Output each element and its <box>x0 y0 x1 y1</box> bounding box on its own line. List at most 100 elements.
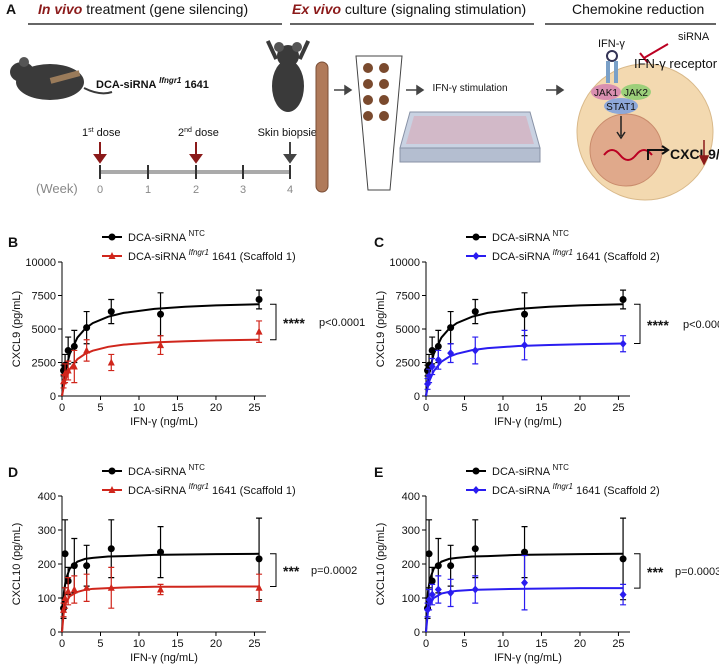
fit-curve <box>425 342 624 397</box>
y-axis-title: CXCL9 (pg/mL) <box>11 291 23 367</box>
timeline-ticks <box>99 165 291 179</box>
y-tick-label: 400 <box>402 491 420 503</box>
point <box>471 346 479 355</box>
flow-arrow <box>546 84 565 96</box>
legend-marker <box>472 233 480 241</box>
y-tick-label: 5000 <box>32 324 56 336</box>
point <box>447 562 455 570</box>
x-tick-label: 5 <box>461 638 467 650</box>
reduction-arrow <box>698 140 710 166</box>
legend-suffix: 1641 (Scaffold 1) <box>209 485 296 497</box>
legend-marker <box>108 467 116 475</box>
signal-arrow <box>616 116 626 140</box>
x-axis-title: IFN-γ (ng/mL) <box>130 416 198 428</box>
point <box>157 548 165 556</box>
x-tick-label: 10 <box>497 638 509 650</box>
legend-name: DCA-siRNA <box>492 251 553 263</box>
fit-curve <box>61 338 260 397</box>
point <box>619 339 627 348</box>
kinase-label: JAK2 <box>624 88 648 99</box>
point <box>83 346 91 354</box>
y-tick-label: 100 <box>38 593 56 605</box>
week: 1 <box>145 184 151 196</box>
flow-arrow <box>406 84 425 96</box>
point <box>521 548 529 556</box>
legend-sup: Ifngr1 <box>553 248 573 257</box>
point <box>428 590 436 599</box>
x-tick-label: 25 <box>248 402 260 414</box>
y-tick-label: 7500 <box>396 291 420 303</box>
point <box>70 562 78 570</box>
p-value: p=0.0002 <box>311 565 357 577</box>
skin-strip <box>315 61 329 193</box>
legend-sup: Ifngr1 <box>553 482 573 491</box>
treatment-sup: Ifngr1 <box>159 76 182 85</box>
legend-name: DCA-siRNA <box>492 485 553 497</box>
week-labels: 0 1 2 3 4 <box>97 184 293 196</box>
point <box>471 545 479 553</box>
point <box>83 324 91 332</box>
kinase-label: JAK1 <box>594 88 618 99</box>
y-axis-title: CXCL10 (pg/mL) <box>375 523 387 606</box>
legend-sup: NTC <box>553 463 570 472</box>
ligand-label: IFN-γ <box>598 38 625 50</box>
legend-suffix: 1641 (Scaffold 2) <box>573 485 660 497</box>
point <box>425 550 433 558</box>
point <box>425 371 433 380</box>
significance-bracket <box>270 303 277 341</box>
dose-label: 2nd dose <box>178 127 219 139</box>
point <box>471 585 479 594</box>
point <box>428 577 436 585</box>
y-axis-title: CXCL10 (pg/mL) <box>11 523 23 606</box>
y-tick-label: 5000 <box>396 324 420 336</box>
x-tick-label: 15 <box>171 638 183 650</box>
x-tick-label: 25 <box>612 402 624 414</box>
y-tick-label: 10000 <box>25 257 56 269</box>
significance-bracket <box>270 553 277 587</box>
dose-sup: st <box>88 127 94 134</box>
flow-arrow <box>334 84 353 96</box>
y-tick-label: 200 <box>402 559 420 571</box>
legend-name: DCA-siRNA <box>492 232 553 244</box>
point <box>255 583 263 591</box>
point <box>447 588 455 597</box>
point <box>83 583 91 591</box>
point <box>157 310 165 318</box>
week: 0 <box>97 184 103 196</box>
point <box>64 346 72 354</box>
treatment-name: DCA-siRNA <box>96 79 159 91</box>
point <box>107 583 115 591</box>
significance-bracket <box>634 303 641 344</box>
y-tick-label: 300 <box>38 525 56 537</box>
biopsy-arrow <box>283 142 297 164</box>
legend-entry: DCA-siRNA Ifngr1 1641 (Scaffold 1) <box>128 482 296 497</box>
section-em: Ex vivo <box>292 1 341 17</box>
legend-marker <box>108 233 116 241</box>
section-title: Chemokine reduction <box>572 1 704 17</box>
point <box>425 595 433 604</box>
legend-marker <box>472 467 480 475</box>
y-tick-label: 7500 <box>32 291 56 303</box>
y-tick-label: 10000 <box>389 257 420 269</box>
legend-entry: DCA-siRNA NTC <box>128 229 205 244</box>
point <box>70 342 78 350</box>
section-em: In vivo <box>38 1 83 17</box>
point <box>107 308 115 316</box>
y-tick-label: 100 <box>402 593 420 605</box>
point <box>428 362 436 371</box>
legend-name: DCA-siRNA <box>492 466 553 478</box>
point <box>428 346 436 354</box>
legend-suffix: 1641 (Scaffold 1) <box>209 251 296 263</box>
x-tick-label: 20 <box>210 638 222 650</box>
dose-arrows <box>93 142 203 164</box>
point <box>60 605 68 613</box>
point <box>61 594 69 601</box>
point <box>447 324 455 332</box>
y-tick-label: 0 <box>50 391 56 403</box>
x-tick-label: 20 <box>574 402 586 414</box>
receptor <box>606 50 618 83</box>
legend-marker <box>108 486 116 493</box>
dose-sup: nd <box>184 127 192 134</box>
stimulation-label: IFN-γ stimulation <box>432 83 507 94</box>
